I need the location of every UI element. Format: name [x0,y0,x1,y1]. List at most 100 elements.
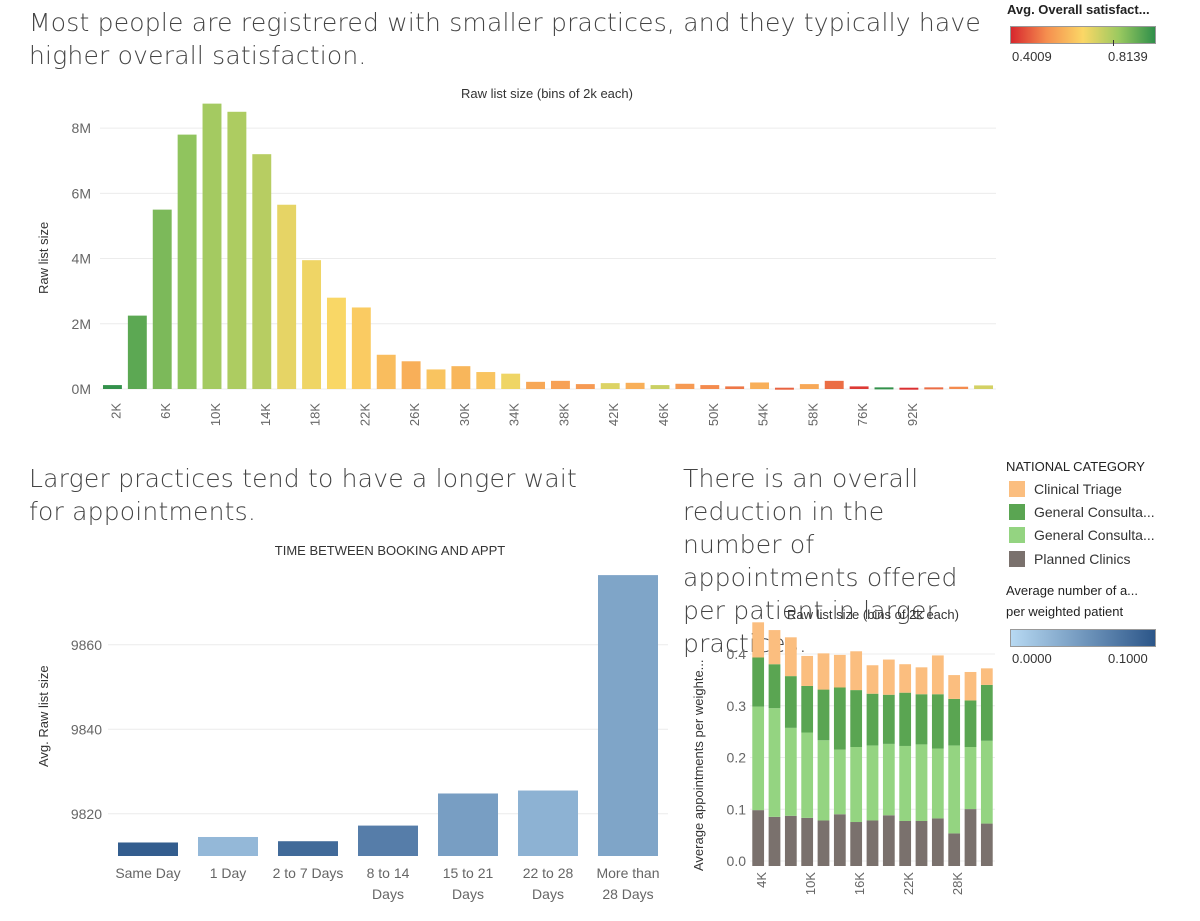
chart1-xtick-label: 2K [108,403,123,419]
chart1-xtick-label: 92K [905,403,920,426]
chart1-bar [302,260,322,389]
chart1-xtick-label: 18K [308,403,323,426]
chart3-bar-segment [768,630,781,665]
chart1-ytick-label: 8M [72,120,91,136]
chart3-bar-segment [964,671,977,701]
satisfaction-legend-max: 0.8139 [1108,49,1148,64]
chart3-bar-segment [801,817,814,866]
chart3-bar-segment [931,655,944,695]
chart3-bar-segment [752,657,765,707]
chart3-bar-segment [752,706,765,811]
legend-label: General Consulta... [1034,527,1155,543]
chart3-ytick-label: 0.2 [727,750,747,766]
chart2-xtick-label: 8 to 14 [367,865,410,881]
chart3-ytick-label: 0.1 [727,801,747,817]
chart3-bar-segment [964,809,977,866]
chart3-bar-segment [817,689,830,741]
chart1-ytick-label: 4M [72,251,91,267]
chart1-xtick-label: 30K [457,403,472,426]
chart2-xtick-label: 28 Days [602,886,653,902]
satisfaction-gradient-marker [1113,40,1114,46]
chart2-xtick-label: Days [372,886,404,902]
chart3-bar-segment [866,820,879,866]
chart3-bar-segment [931,818,944,866]
legend-item-general-consultation-routine[interactable]: General Consulta... [1009,527,1155,543]
chart3-bar-segment [850,690,863,747]
chart3-bar-segment [866,693,879,746]
chart1-bar [725,386,745,389]
chart3-ytick-label: 0.3 [727,698,747,714]
chart3-bar-segment [801,732,814,818]
chart2-bar [278,841,338,856]
chart3-bar-segment [882,743,895,816]
chart1-bar [451,366,471,389]
chart2-xtick-label: 1 Day [210,865,247,881]
chart1-bar [799,384,819,389]
chart1-bar [750,382,770,389]
chart3-bar-segment [948,833,961,866]
chart1-bar [501,373,521,389]
chart3-bar-segment [784,815,797,866]
chart3-bar-segment [833,749,846,815]
chart3-bar-segment [784,676,797,728]
chart1-bar [177,134,197,389]
chart3-bar-segment [931,694,944,749]
chart1-bar [550,380,570,389]
chart1-title: Raw list size (bins of 2k each) [461,86,633,101]
legend-item-general-consultation-acute[interactable]: General Consulta... [1009,504,1155,520]
chart1-bar [252,154,272,389]
chart1-bar [849,386,869,389]
chart1-ytick-label: 6M [72,185,91,201]
chart1-bar [949,386,969,389]
chart1-bar [575,384,595,389]
chart1-bar [675,383,695,389]
chart2-xtick-label: 22 to 28 [523,865,574,881]
legend-item-clinical-triage[interactable]: Clinical Triage [1009,481,1122,497]
chart1-xtick-label: 6K [158,403,173,419]
category-legend-title: NATIONAL CATEGORY [1006,459,1145,474]
chart2-ytick-label: 9840 [71,721,102,737]
chart1-bar [376,354,396,389]
chart1-bar [152,209,172,389]
chart3-bar-segment [817,653,830,690]
chart2-bar [358,825,418,856]
chart3-bar-segment [850,747,863,823]
legend-label: General Consulta... [1034,504,1155,520]
satisfaction-legend-title: Avg. Overall satisfact... [1007,2,1150,17]
chart3-bar-segment [980,684,993,741]
appts-legend-title-line1: Average number of a... [1006,583,1139,598]
chart1-xtick-label: 38K [556,403,571,426]
chart2-ytick-label: 9820 [71,806,102,822]
chart1-bar [351,307,371,389]
satisfaction-gradient [1010,26,1156,44]
chart1-bar [476,372,496,389]
headline-wait-time: Larger practices tend to have a longer w… [29,464,578,526]
chart2-title: TIME BETWEEN BOOKING AND APPT [274,543,506,558]
chart1-bar [650,385,670,389]
chart3-xtick-label: 28K [950,872,965,895]
chart3-bar-segment [931,748,944,819]
legend-label: Planned Clinics [1034,551,1131,567]
chart1-bar [924,387,944,390]
chart3-bar-segment [833,687,846,750]
chart2-bar [438,793,498,856]
legend-label: Clinical Triage [1034,481,1122,497]
satisfaction-legend-min: 0.4009 [1012,49,1052,64]
chart3-bar-segment [899,692,912,746]
chart1-bar [899,387,919,390]
chart3-bar-segment [964,747,977,810]
chart3-bar-segment [784,637,797,677]
chart1-xtick-label: 46K [656,403,671,426]
chart3-bar-segment [866,745,879,821]
chart1-bar [401,361,421,389]
chart3-bar-segment [964,700,977,747]
chart2-xtick-label: More than [596,865,659,881]
chart3-appointments-stacked: 0.0 0.1 0.2 0.3 0.4 4K 10K 16K 22K 28K [727,622,995,895]
chart1-bar [700,385,720,389]
chart2-xtick-label: Days [452,886,484,902]
legend-item-planned-clinics[interactable]: Planned Clinics [1009,551,1131,567]
chart1-xtick-label: 76K [855,403,870,426]
chart3-bar-segment [915,694,928,745]
chart1-xtick-label: 14K [258,403,273,426]
chart2-xtick-label: Days [532,886,564,902]
